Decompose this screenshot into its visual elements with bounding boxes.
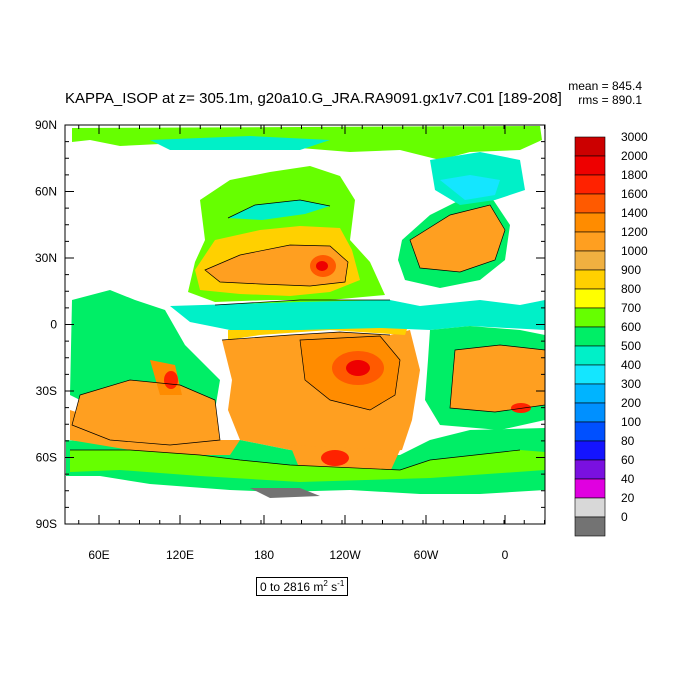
colorbar-swatch — [574, 307, 606, 328]
colorbar-label: 1000 — [621, 244, 648, 258]
colorbar-label: 2000 — [621, 149, 648, 163]
lat-label: 60S — [36, 451, 57, 465]
colorbar-swatch — [574, 174, 606, 195]
colorbar-swatch — [574, 402, 606, 423]
colorbar-swatch — [574, 459, 606, 480]
lon-label: 180 — [254, 548, 274, 562]
colorbar-label: 200 — [621, 396, 641, 410]
colorbar-label: 1800 — [621, 168, 648, 182]
colorbar-label: 700 — [621, 301, 641, 315]
colorbar-label: 1600 — [621, 187, 648, 201]
colorbar-swatch — [574, 193, 606, 214]
figure-title: KAPPA_ISOP at z= 305.1m, g20a10.G_JRA.RA… — [65, 90, 562, 107]
colorbar-label: 900 — [621, 263, 641, 277]
data-range-box: 0 to 2816 m2 s-1 — [256, 577, 349, 596]
colorbar-label: 400 — [621, 358, 641, 372]
lat-label: 60N — [35, 185, 57, 199]
colorbar-label: 100 — [621, 415, 641, 429]
colorbar-swatch — [574, 516, 606, 537]
lon-axis-labels: 60E 120E 180 120W 60W 0 — [88, 548, 508, 562]
colorbar-swatch — [574, 421, 606, 442]
colorbar-label: 600 — [621, 320, 641, 334]
lon-label: 120W — [329, 548, 361, 562]
equatorial-band — [170, 300, 545, 330]
colorbar-label: 80 — [621, 434, 635, 448]
colorbar-swatch — [574, 440, 606, 461]
lat-label: 90S — [36, 517, 57, 531]
lat-label: 90N — [35, 118, 57, 132]
colorbar-label: 1400 — [621, 206, 648, 220]
colorbar-swatch — [574, 364, 606, 385]
colorbar-swatch — [574, 345, 606, 366]
mean-stat: mean = 845.4 — [568, 79, 642, 93]
map-field — [65, 125, 545, 524]
colorbar-swatch — [574, 497, 606, 518]
colorbar-swatch — [574, 231, 606, 252]
range-exp-2: -1 — [337, 579, 345, 588]
colorbar-label: 1200 — [621, 225, 648, 239]
rms-stat: rms = 890.1 — [578, 93, 642, 107]
colorbar-swatch — [574, 155, 606, 176]
colorbar-swatch — [574, 136, 606, 157]
colorbar-swatch — [574, 250, 606, 271]
colorbar-label: 300 — [621, 377, 641, 391]
colorbar-swatch — [574, 269, 606, 290]
contours — [70, 199, 545, 471]
lon-label: 60E — [88, 548, 109, 562]
colorbar-swatch — [574, 288, 606, 309]
lon-label: 0 — [502, 548, 509, 562]
colorbar-swatch — [574, 478, 606, 499]
lat-label: 0 — [50, 318, 57, 332]
colorbar-label: 500 — [621, 339, 641, 353]
range-exp-1: 2 — [323, 579, 328, 588]
lon-label: 60W — [414, 548, 439, 562]
colorbar-label: 0 — [621, 510, 628, 524]
colorbar-label: 20 — [621, 491, 635, 505]
colorbar-swatch — [574, 383, 606, 404]
range-text: 0 to 2816 m — [260, 580, 324, 594]
colorbar-label: 60 — [621, 453, 635, 467]
lat-axis-labels: 90N 60N 30N 0 30S 60S 90S — [35, 118, 57, 531]
lon-label: 120E — [166, 548, 194, 562]
lat-label: 30N — [35, 251, 57, 265]
lat-label: 30S — [36, 384, 57, 398]
range-mid: s — [327, 580, 338, 594]
axis-ticks — [65, 124, 545, 525]
colorbar-label: 800 — [621, 282, 641, 296]
colorbar-swatch — [574, 326, 606, 347]
colorbar-swatch — [574, 212, 606, 233]
colorbar-label: 3000 — [621, 130, 648, 144]
colorbar-label: 40 — [621, 472, 635, 486]
colorbar: 3000200018001600140012001000900800700600… — [574, 130, 648, 537]
